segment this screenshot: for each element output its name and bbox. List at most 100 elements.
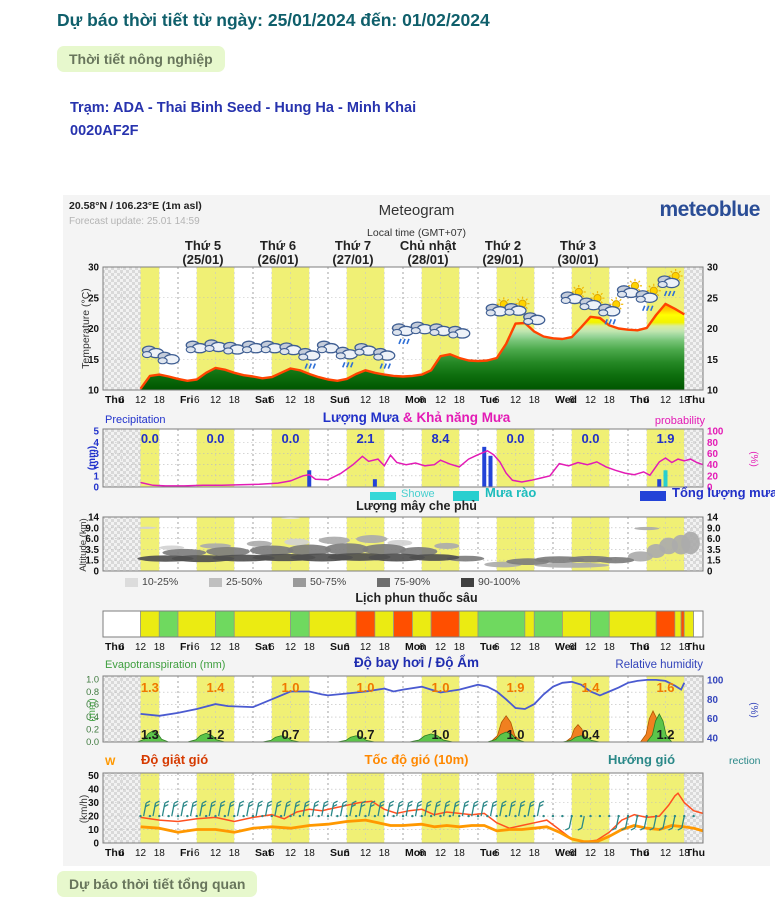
svg-text:6: 6 xyxy=(569,848,575,859)
svg-text:Tue: Tue xyxy=(480,641,498,653)
wind-gust-label: Độ giật gió xyxy=(141,752,209,767)
svg-text:12: 12 xyxy=(360,642,372,653)
cloud-legend-label: 50-75% xyxy=(310,576,347,588)
svg-text:6: 6 xyxy=(119,642,125,653)
spray-segment xyxy=(524,610,535,638)
probability-label: probability xyxy=(654,415,705,427)
svg-text:25: 25 xyxy=(707,293,718,304)
forecast-update-label: Forecast update: 25.01 14:59 xyxy=(69,216,200,227)
svg-text:3.5: 3.5 xyxy=(707,545,721,556)
svg-text:12: 12 xyxy=(135,848,147,859)
svg-text:18: 18 xyxy=(379,642,391,653)
svg-text:12: 12 xyxy=(510,395,522,406)
daily-et-value: 1.9 xyxy=(506,680,524,695)
section-badge-overview: Dự báo thời tiết tổng quan xyxy=(57,871,258,897)
svg-text:18: 18 xyxy=(679,848,691,859)
precip-bar xyxy=(482,446,487,487)
svg-text:Mon: Mon xyxy=(405,641,427,653)
spray-segment xyxy=(177,610,216,638)
mua-rao-legend-label: Mưa rào xyxy=(485,485,537,500)
cloud-legend-swatch xyxy=(293,578,306,587)
daily-et-value: 1.6 xyxy=(656,680,674,695)
svg-text:12: 12 xyxy=(285,642,297,653)
svg-text:18: 18 xyxy=(154,848,166,859)
daily-et-sum: 1.0 xyxy=(431,727,449,742)
svg-text:0.8: 0.8 xyxy=(86,687,99,697)
page-title: Dự báo thời tiết từ ngày: 25/01/2024 đến… xyxy=(57,10,490,30)
svg-text:6: 6 xyxy=(194,395,200,406)
svg-text:0.6: 0.6 xyxy=(86,700,99,710)
svg-text:10: 10 xyxy=(88,825,99,836)
daily-precip-value: 0.0 xyxy=(141,431,159,446)
svg-text:6: 6 xyxy=(419,642,425,653)
cloud-legend-label: 10-25% xyxy=(142,576,179,588)
svg-text:4: 4 xyxy=(94,438,100,449)
meteogram-canvas: 30 25 20 15 10 30 25 20 15 10 Thu 6 12 18 Fri 6 12 18 Sat 6… xyxy=(63,195,770,871)
relative-humidity-label: Relative humidity xyxy=(615,659,703,671)
svg-text:Wed: Wed xyxy=(555,641,577,653)
svg-text:6: 6 xyxy=(269,848,275,859)
svg-text:12: 12 xyxy=(285,395,297,406)
svg-text:Sat: Sat xyxy=(255,641,272,653)
svg-text:12: 12 xyxy=(285,848,297,859)
svg-text:12: 12 xyxy=(585,848,597,859)
svg-text:Thu: Thu xyxy=(105,641,124,653)
meteoblue-logo: meteoblue xyxy=(659,198,760,221)
day-header: Thứ 2 (29/01) xyxy=(482,238,524,267)
svg-text:Thu: Thu xyxy=(105,847,124,859)
cloud-blobs xyxy=(137,517,700,568)
svg-text:20: 20 xyxy=(88,324,99,335)
evapotranspiration-label: Evapotranspiration (mm) xyxy=(105,659,226,671)
svg-text:80: 80 xyxy=(707,438,718,449)
daily-et-sum: 1.2 xyxy=(656,727,674,742)
daily-et-sum: 1.0 xyxy=(506,727,524,742)
svg-text:18: 18 xyxy=(454,848,466,859)
svg-text:0: 0 xyxy=(94,567,100,578)
svg-text:Fri: Fri xyxy=(180,641,194,653)
cloud-panel-title: Lượng mây che phủ xyxy=(356,499,477,513)
svg-text:15: 15 xyxy=(88,355,99,366)
cloud-legend-swatch xyxy=(461,578,474,587)
spray-segment xyxy=(655,610,676,638)
svg-text:3: 3 xyxy=(94,449,100,460)
svg-text:6: 6 xyxy=(119,848,125,859)
svg-text:0: 0 xyxy=(707,483,713,494)
svg-text:12: 12 xyxy=(135,642,147,653)
spray-segment xyxy=(458,610,479,638)
svg-text:6: 6 xyxy=(644,848,650,859)
svg-text:Wed: Wed xyxy=(555,847,577,859)
svg-text:0: 0 xyxy=(94,839,100,850)
daily-et-sum: 1.3 xyxy=(141,727,159,742)
svg-text:6: 6 xyxy=(644,395,650,406)
svg-text:12: 12 xyxy=(585,395,597,406)
spray-segment xyxy=(158,610,179,638)
daily-precip-value: 1.9 xyxy=(656,431,674,446)
meteogram-coordinates: 20.58°N / 106.23°E (1m asl) xyxy=(69,200,202,212)
spray-segment xyxy=(683,610,694,638)
local-time-label: Local time (GMT+07) xyxy=(367,227,466,239)
probability-unit-label: (%) xyxy=(748,451,759,467)
spray-panel xyxy=(102,610,704,638)
svg-text:1.5: 1.5 xyxy=(85,556,99,567)
svg-text:18: 18 xyxy=(679,395,691,406)
spray-segment xyxy=(290,610,310,638)
station-code: 0020AF2F xyxy=(70,123,139,139)
precip-bar xyxy=(663,470,668,487)
cloud-legend-label: 90-100% xyxy=(478,576,521,588)
daily-precip-value: 0.0 xyxy=(581,431,599,446)
svg-text:6: 6 xyxy=(344,395,350,406)
svg-text:Wed: Wed xyxy=(555,394,577,406)
svg-text:12: 12 xyxy=(585,642,597,653)
svg-text:18: 18 xyxy=(604,642,616,653)
svg-text:18: 18 xyxy=(454,395,466,406)
svg-text:6: 6 xyxy=(119,395,125,406)
daily-et-value: 1.4 xyxy=(206,680,225,695)
cloud-legend-label: 75-90% xyxy=(394,576,431,588)
spray-segment xyxy=(374,610,394,638)
spray-segment xyxy=(308,610,357,638)
svg-text:12: 12 xyxy=(660,642,672,653)
cloud-legend-swatch xyxy=(209,578,222,587)
svg-text:5: 5 xyxy=(94,427,100,438)
svg-text:6: 6 xyxy=(344,642,350,653)
